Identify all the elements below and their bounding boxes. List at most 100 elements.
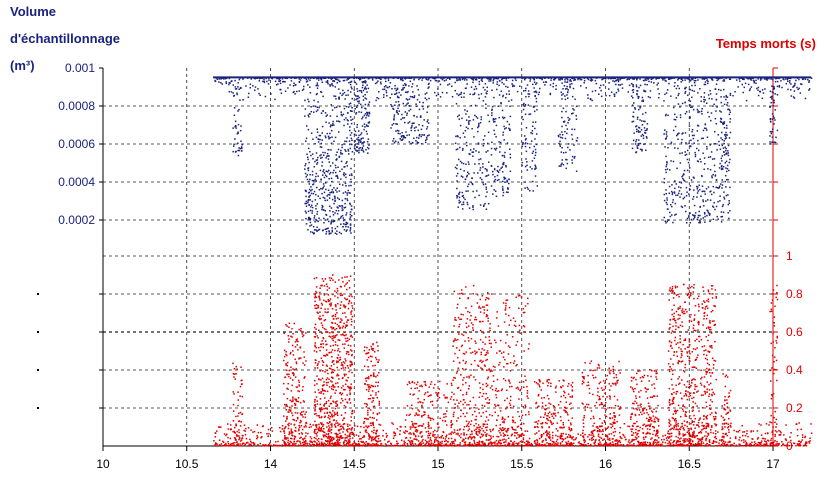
blue-series-point bbox=[559, 133, 561, 136]
blue-series-point bbox=[496, 81, 499, 83]
blue-series-point bbox=[708, 115, 710, 118]
blue-series-point bbox=[788, 81, 791, 84]
red-series-point bbox=[236, 444, 238, 447]
blue-series-point bbox=[424, 141, 427, 144]
blue-series-point bbox=[473, 93, 476, 95]
red-series-point bbox=[536, 439, 538, 441]
red-series-point bbox=[316, 335, 318, 337]
blue-series-point bbox=[790, 95, 793, 97]
red-series-point bbox=[302, 439, 305, 441]
red-series-point bbox=[322, 346, 325, 349]
red-series-point bbox=[566, 444, 568, 446]
red-series-point bbox=[478, 432, 481, 434]
red-series-point bbox=[674, 444, 676, 447]
blue-series-point bbox=[707, 80, 709, 83]
blue-series-point bbox=[228, 83, 230, 86]
blue-series-point bbox=[481, 172, 484, 174]
red-series-point bbox=[327, 298, 329, 301]
red-series-point bbox=[344, 358, 346, 360]
blue-series-point bbox=[434, 79, 437, 82]
blue-series-point bbox=[237, 123, 240, 126]
blue-series-point bbox=[324, 135, 327, 137]
blue-series-point bbox=[350, 181, 352, 183]
blue-series-point bbox=[675, 194, 677, 197]
red-series-point bbox=[404, 432, 406, 434]
red-series-point bbox=[325, 378, 328, 381]
blue-series-point bbox=[362, 145, 365, 147]
blue-series-point bbox=[533, 110, 536, 113]
red-series-point bbox=[317, 312, 319, 314]
blue-series-point bbox=[326, 218, 329, 220]
red-series-point bbox=[239, 440, 242, 442]
blue-series-point bbox=[740, 77, 742, 79]
blue-series-point bbox=[491, 141, 493, 144]
red-series-point bbox=[249, 440, 252, 443]
blue-series-point bbox=[635, 130, 638, 133]
red-series-point bbox=[595, 444, 597, 447]
blue-series-point bbox=[534, 175, 537, 177]
blue-series-point bbox=[426, 126, 429, 128]
blue-series-point bbox=[644, 79, 646, 82]
x-axis-tick-label: 14.5 bbox=[343, 457, 367, 471]
blue-series-point bbox=[392, 137, 395, 140]
blue-series-point bbox=[696, 108, 699, 111]
blue-series-point bbox=[561, 134, 564, 136]
blue-series-point bbox=[641, 150, 643, 152]
red-series-point bbox=[306, 444, 309, 447]
blue-series-point bbox=[726, 96, 729, 98]
red-series-point bbox=[392, 423, 394, 425]
red-series-point bbox=[361, 441, 363, 444]
blue-series-point bbox=[674, 118, 677, 121]
blue-series-point bbox=[481, 77, 483, 80]
red-series-point bbox=[580, 444, 582, 447]
red-series-point bbox=[336, 287, 339, 290]
blue-series-point bbox=[409, 77, 411, 79]
blue-series-point bbox=[680, 141, 683, 144]
blue-series-point bbox=[680, 205, 683, 208]
red-series-point bbox=[270, 426, 273, 429]
red-series-point bbox=[519, 440, 522, 443]
blue-series-point bbox=[534, 151, 537, 154]
blue-series-point bbox=[751, 77, 753, 79]
blue-series-point bbox=[608, 82, 610, 84]
red-series-point bbox=[599, 441, 601, 443]
red-series-point bbox=[404, 441, 406, 444]
blue-series-point bbox=[688, 142, 690, 145]
blue-series-point bbox=[725, 194, 728, 197]
blue-series-point bbox=[728, 161, 731, 164]
blue-series-point bbox=[559, 140, 561, 143]
red-series-point bbox=[238, 429, 240, 431]
red-series-point bbox=[648, 424, 650, 426]
red-series-point bbox=[234, 441, 236, 444]
red-series-point bbox=[687, 430, 690, 432]
blue-series-point bbox=[472, 190, 474, 193]
blue-series-point bbox=[619, 84, 622, 86]
blue-series-point bbox=[474, 163, 476, 165]
blue-series-point bbox=[338, 198, 341, 201]
blue-series-point bbox=[350, 205, 353, 207]
blue-series-point bbox=[769, 143, 772, 145]
red-series-point bbox=[438, 443, 440, 446]
blue-series-point bbox=[263, 80, 265, 82]
blue-series-point bbox=[600, 84, 602, 87]
red-series-point bbox=[320, 416, 323, 419]
red-series-point bbox=[323, 404, 325, 406]
blue-series-point bbox=[425, 92, 428, 94]
red-series-point bbox=[390, 442, 392, 445]
blue-series-point bbox=[340, 111, 342, 113]
blue-series-point bbox=[357, 141, 360, 143]
red-series-point bbox=[399, 444, 402, 447]
blue-series-point bbox=[634, 108, 637, 110]
blue-series-point bbox=[692, 78, 694, 80]
blue-series-point bbox=[631, 104, 634, 106]
blue-series-point bbox=[471, 182, 473, 185]
blue-series-point bbox=[703, 127, 706, 129]
blue-series-point bbox=[675, 87, 678, 90]
blue-series-point bbox=[439, 83, 442, 86]
blue-series-point bbox=[706, 214, 708, 217]
red-series-point bbox=[332, 360, 334, 362]
blue-series-point bbox=[413, 137, 415, 140]
blue-series-point bbox=[336, 151, 338, 153]
blue-series-point bbox=[350, 80, 353, 83]
blue-series-point bbox=[460, 91, 463, 94]
